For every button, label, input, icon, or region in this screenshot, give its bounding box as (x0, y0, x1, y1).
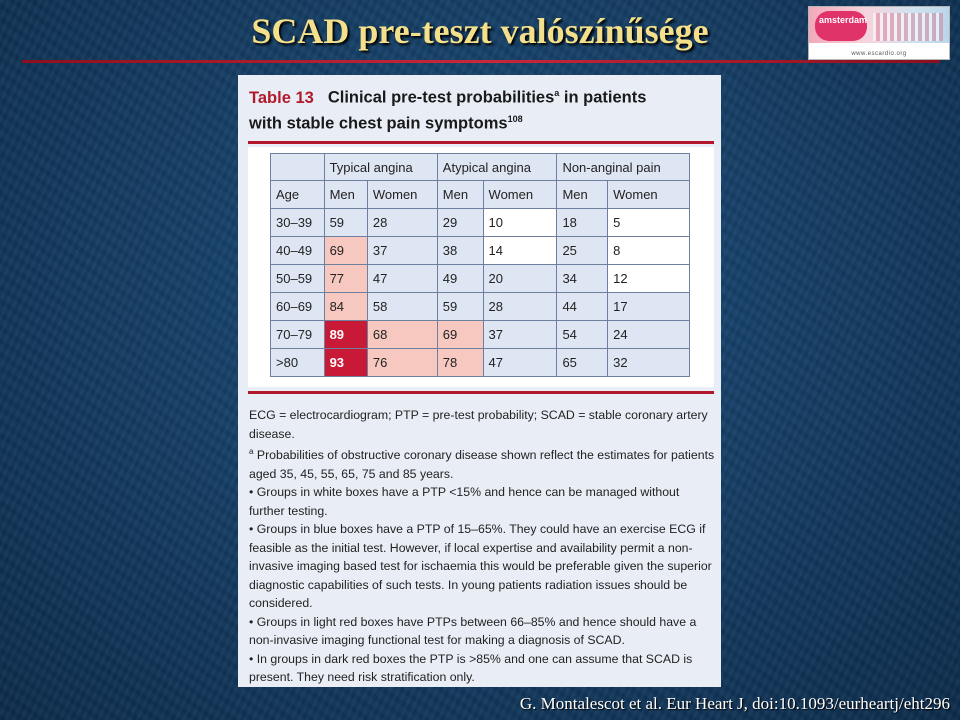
col-header: Men (323, 180, 368, 209)
ptp-cell: 77 (323, 264, 368, 293)
footnote-text: Probabilities of obstructive coronary di… (249, 448, 715, 481)
age-cell: >80 (270, 348, 325, 377)
table-row: 30–39 59 28 29 10 18 5 (270, 208, 690, 237)
ptp-cell: 38 (436, 236, 484, 265)
table-column-header-row: Age Men Women Men Women Men Women (270, 180, 690, 209)
ptp-cell: 10 (482, 208, 558, 237)
age-cell: 30–39 (270, 208, 325, 237)
group-header-empty (270, 153, 325, 181)
ptp-cell: 84 (323, 292, 368, 321)
footnote-a: a Probabilities of obstructive coronary … (249, 443, 715, 483)
ptp-cell: 58 (366, 292, 438, 321)
ptp-cell: 14 (482, 236, 558, 265)
group-header-atypical: Atypical angina (436, 153, 558, 181)
skyline-icon (873, 13, 943, 41)
citation: G. Montalescot et al. Eur Heart J, doi:1… (519, 694, 950, 713)
group-header-nonanginal: Non-anginal pain (556, 153, 690, 181)
table-row: 40–49 69 37 38 14 25 8 (270, 236, 690, 265)
ptp-cell: 37 (482, 320, 558, 349)
note-dark-red-boxes: • In groups in dark red boxes the PTP is… (249, 651, 693, 685)
ptp-cell: 32 (607, 348, 690, 377)
logo-city: amsterdam (819, 15, 868, 25)
ptp-cell: 65 (556, 348, 609, 377)
ptp-cell: 89 (323, 320, 368, 349)
probability-table-panel: Typical angina Atypical angina Non-angin… (248, 147, 714, 387)
caption-line1: Clinical pre-test probabilities (327, 88, 555, 107)
table-group-header-row: Typical angina Atypical angina Non-angin… (270, 153, 690, 181)
col-header: Age (270, 180, 325, 209)
ptp-cell: 47 (482, 348, 558, 377)
caption-line1-end: in patients (559, 88, 647, 107)
caption-footnote-mark: a (554, 88, 560, 98)
slide-title: SCAD pre-teszt valószínűsége (251, 11, 709, 51)
ptp-cell: 37 (366, 236, 438, 265)
ptp-cell: 69 (436, 320, 484, 349)
age-cell: 40–49 (270, 236, 325, 265)
table-caption: Table 13 Clinical pre-test probabilitiesa… (249, 83, 714, 134)
ptp-cell: 59 (323, 208, 368, 237)
ptp-cell: 20 (482, 264, 558, 293)
ptp-cell: 17 (607, 292, 690, 321)
age-cell: 60–69 (270, 292, 325, 321)
ptp-cell: 12 (607, 264, 690, 293)
age-cell: 70–79 (270, 320, 325, 349)
table-row: 60–69 84 58 59 28 44 17 (270, 292, 690, 321)
col-header: Women (607, 180, 690, 209)
ptp-cell: 29 (436, 208, 484, 237)
heart-icon (815, 11, 867, 41)
note-light-red-boxes: • Groups in light red boxes have PTPs be… (249, 614, 697, 648)
col-header: Women (366, 180, 438, 209)
caption-line2: with stable chest pain symptoms (249, 114, 508, 132)
ptp-cell: 24 (607, 320, 690, 349)
ptp-cell: 8 (607, 236, 690, 265)
col-header: Men (556, 180, 609, 209)
footnote-mark: a (249, 447, 254, 456)
abbreviations-note: ECG = electrocardiogram; PTP = pre-test … (249, 408, 708, 441)
ptp-cell: 76 (366, 348, 438, 377)
table-document: Table 13 Clinical pre-test probabilitiesa… (238, 75, 721, 687)
table-row: 70–79 89 68 69 37 54 24 (270, 320, 690, 349)
table-row: >80 93 76 78 47 65 32 (270, 348, 690, 377)
caption-rule (248, 141, 714, 144)
table-number: Table 13 (249, 88, 314, 107)
ptp-cell: 28 (366, 208, 438, 237)
group-header-typical: Typical angina (323, 153, 438, 181)
ptp-cell: 34 (556, 264, 609, 293)
ptp-cell: 18 (556, 208, 609, 237)
ptp-cell: 28 (482, 292, 558, 321)
ptp-cell: 5 (607, 208, 690, 237)
ptp-cell: 68 (366, 320, 438, 349)
ptp-cell: 54 (556, 320, 609, 349)
ptp-cell: 49 (436, 264, 484, 293)
ptp-cell: 47 (366, 264, 438, 293)
ptp-cell: 59 (436, 292, 484, 321)
table-notes: ECG = electrocardiogram; PTP = pre-test … (249, 406, 715, 687)
col-header: Women (482, 180, 558, 209)
col-header: Men (436, 180, 484, 209)
table-row: 50–59 77 47 49 20 34 12 (270, 264, 690, 293)
caption-reference: 108 (507, 113, 523, 124)
ptp-cell: 44 (556, 292, 609, 321)
note-white-boxes: • Groups in white boxes have a PTP <15% … (249, 485, 680, 518)
age-cell: 50–59 (270, 264, 325, 293)
ptp-cell: 93 (323, 348, 368, 377)
congress-logo: amsterdam www.escardio.org (808, 6, 950, 60)
title-divider (22, 60, 940, 63)
logo-url: www.escardio.org (851, 51, 907, 57)
ptp-cell: 25 (556, 236, 609, 265)
ptp-cell: 69 (323, 236, 368, 265)
note-blue-boxes: • Groups in blue boxes have a PTP of 15–… (249, 522, 712, 611)
probability-table: Typical angina Atypical angina Non-angin… (270, 153, 690, 377)
notes-rule (248, 391, 714, 394)
ptp-cell: 78 (436, 348, 484, 377)
